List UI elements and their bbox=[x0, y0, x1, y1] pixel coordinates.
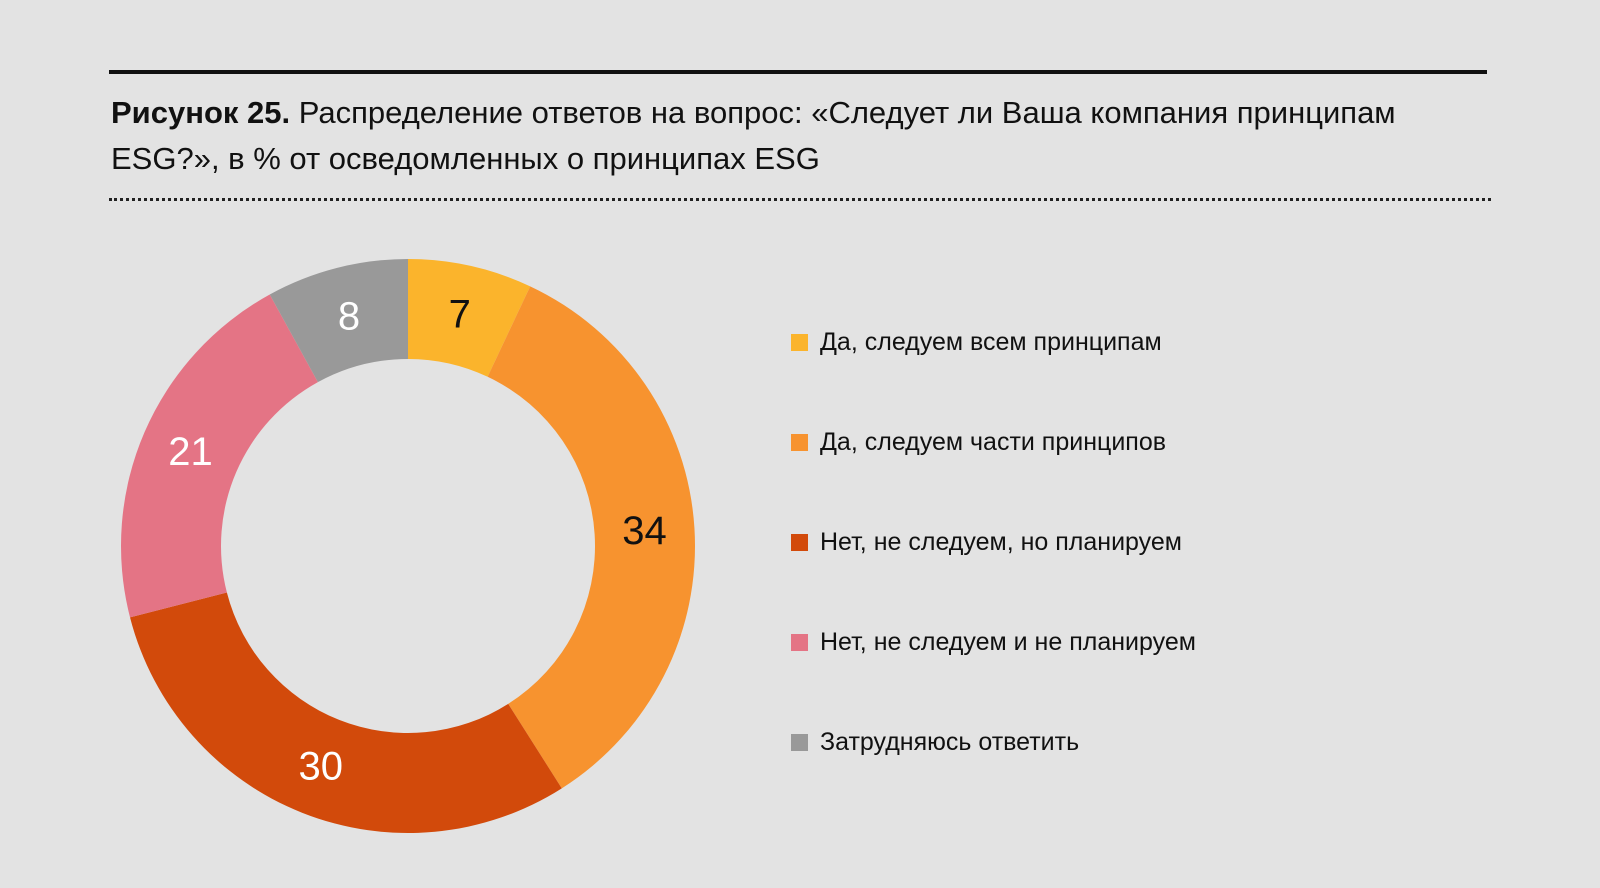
legend-item: Да, следуем всем принципам bbox=[791, 322, 1162, 362]
legend-swatch bbox=[791, 333, 808, 351]
donut-chart: 7 34 30 21 8 bbox=[120, 259, 696, 834]
slice-value-label: 8 bbox=[338, 294, 360, 338]
donut-slice bbox=[408, 259, 531, 377]
legend-swatch bbox=[791, 633, 808, 651]
figure-title-lead: Рисунок 25. bbox=[111, 95, 291, 130]
legend-item: Затрудняюсь ответить bbox=[791, 722, 1079, 762]
figure-title-text: Распределение ответов на вопрос: «Следуе… bbox=[111, 95, 1396, 176]
legend-swatch bbox=[791, 733, 808, 751]
figure-title: Рисунок 25. Распределение ответов на воп… bbox=[111, 90, 1491, 182]
slice-value-label: 21 bbox=[168, 430, 213, 474]
legend-label: Затрудняюсь ответить bbox=[820, 727, 1080, 756]
legend-label: Да, следуем части принципов bbox=[820, 427, 1167, 456]
donut-slice bbox=[120, 294, 318, 618]
donut-slice bbox=[269, 259, 408, 383]
legend-label: Да, следуем всем принципам bbox=[820, 327, 1162, 356]
legend-item: Да, следуем части принципов bbox=[791, 422, 1166, 462]
legend-item: Нет, не следуем, но планируем bbox=[791, 522, 1182, 562]
donut-slice bbox=[130, 592, 562, 834]
legend-item: Нет, не следуем и не планируем bbox=[791, 622, 1196, 662]
donut-slice bbox=[487, 286, 696, 789]
dotted-divider bbox=[109, 198, 1491, 201]
slice-value-label: 30 bbox=[299, 744, 344, 788]
slice-value-label: 7 bbox=[449, 293, 471, 337]
slice-value-label: 34 bbox=[622, 509, 667, 553]
legend-swatch bbox=[791, 433, 808, 451]
legend-swatch bbox=[791, 533, 808, 551]
legend-label: Нет, не следуем, но планируем bbox=[820, 527, 1182, 556]
legend-label: Нет, не следуем и не планируем bbox=[820, 627, 1196, 656]
top-rule bbox=[109, 70, 1487, 74]
